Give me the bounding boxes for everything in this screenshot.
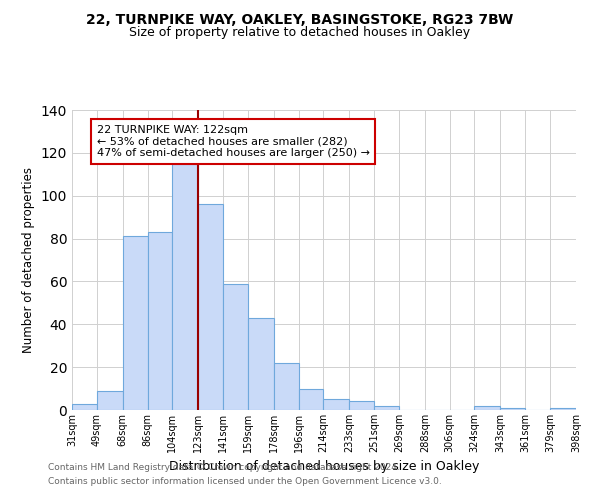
Text: Contains HM Land Registry data © Crown copyright and database right 2024.: Contains HM Land Registry data © Crown c… xyxy=(48,464,400,472)
Bar xyxy=(248,318,274,410)
Bar xyxy=(323,400,349,410)
Y-axis label: Number of detached properties: Number of detached properties xyxy=(22,167,35,353)
Bar xyxy=(475,406,500,410)
Bar xyxy=(97,390,123,410)
Bar xyxy=(123,236,148,410)
Bar xyxy=(349,402,374,410)
X-axis label: Distribution of detached houses by size in Oakley: Distribution of detached houses by size … xyxy=(169,460,479,473)
Bar xyxy=(299,388,323,410)
Text: 22 TURNPIKE WAY: 122sqm
← 53% of detached houses are smaller (282)
47% of semi-d: 22 TURNPIKE WAY: 122sqm ← 53% of detache… xyxy=(97,125,370,158)
Bar xyxy=(172,164,199,410)
Bar xyxy=(374,406,399,410)
Text: Contains public sector information licensed under the Open Government Licence v3: Contains public sector information licen… xyxy=(48,477,442,486)
Bar xyxy=(72,404,97,410)
Bar xyxy=(148,232,172,410)
Bar xyxy=(199,204,223,410)
Text: Size of property relative to detached houses in Oakley: Size of property relative to detached ho… xyxy=(130,26,470,39)
Bar xyxy=(500,408,525,410)
Bar xyxy=(223,284,248,410)
Text: 22, TURNPIKE WAY, OAKLEY, BASINGSTOKE, RG23 7BW: 22, TURNPIKE WAY, OAKLEY, BASINGSTOKE, R… xyxy=(86,12,514,26)
Bar xyxy=(550,408,576,410)
Bar xyxy=(274,363,299,410)
